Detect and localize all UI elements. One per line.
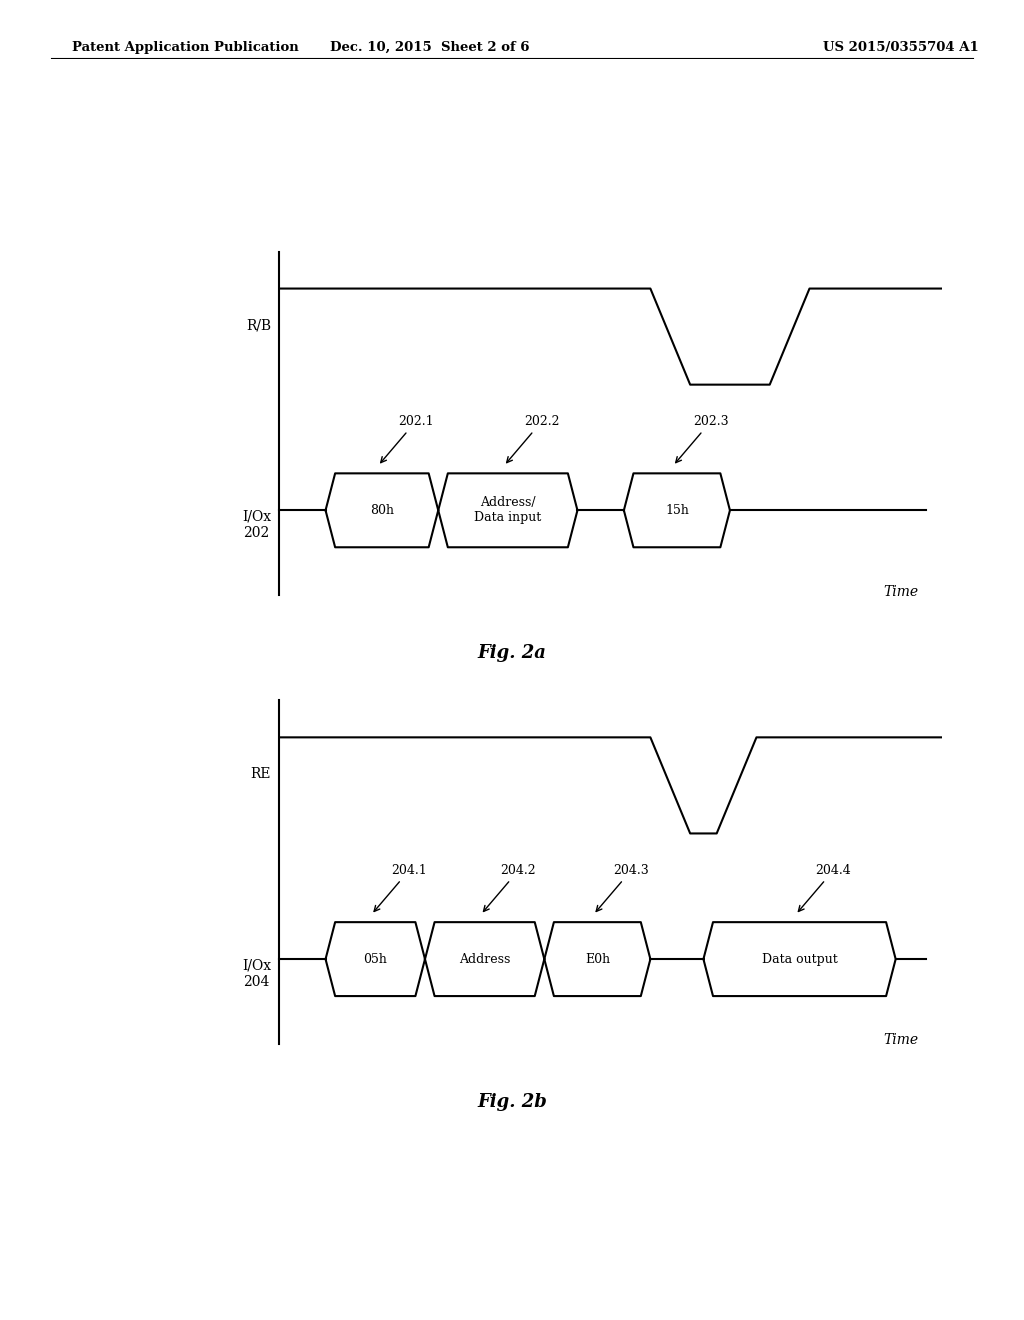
Text: 202.2: 202.2 xyxy=(507,414,559,463)
Text: 80h: 80h xyxy=(370,504,394,517)
Text: E0h: E0h xyxy=(585,953,610,966)
Text: I/Ox
204: I/Ox 204 xyxy=(242,958,271,989)
Text: 15h: 15h xyxy=(665,504,689,517)
Text: Time: Time xyxy=(883,585,919,599)
Text: Patent Application Publication: Patent Application Publication xyxy=(72,41,298,54)
Text: Data output: Data output xyxy=(762,953,838,966)
Text: 204.1: 204.1 xyxy=(374,863,427,912)
Text: Address: Address xyxy=(459,953,510,966)
Text: 05h: 05h xyxy=(364,953,387,966)
Text: 204.4: 204.4 xyxy=(799,863,851,912)
Text: 202.3: 202.3 xyxy=(676,414,728,463)
Text: Dec. 10, 2015  Sheet 2 of 6: Dec. 10, 2015 Sheet 2 of 6 xyxy=(331,41,529,54)
Text: Fig. 2a: Fig. 2a xyxy=(477,644,547,663)
Text: 204.3: 204.3 xyxy=(596,863,649,912)
Text: Address/
Data input: Address/ Data input xyxy=(474,496,542,524)
Text: Fig. 2b: Fig. 2b xyxy=(477,1093,547,1111)
Text: R/B: R/B xyxy=(246,318,271,333)
Text: 204.2: 204.2 xyxy=(483,863,537,912)
Text: Time: Time xyxy=(883,1034,919,1048)
Text: RE: RE xyxy=(251,767,271,781)
Text: I/Ox
202: I/Ox 202 xyxy=(242,510,271,540)
Text: US 2015/0355704 A1: US 2015/0355704 A1 xyxy=(823,41,979,54)
Text: 202.1: 202.1 xyxy=(381,414,433,463)
